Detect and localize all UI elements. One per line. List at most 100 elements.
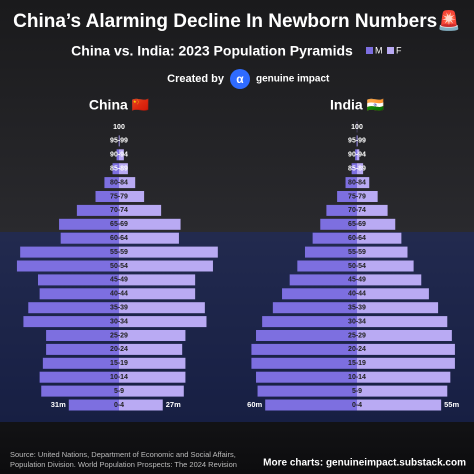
logo-mark: α xyxy=(236,72,244,86)
bar xyxy=(68,399,119,411)
bar xyxy=(357,218,396,230)
legend-label: M xyxy=(375,45,383,55)
bar xyxy=(20,246,119,258)
bar xyxy=(357,204,388,216)
value-label: 60m xyxy=(247,400,262,409)
age-label: 70-74 xyxy=(348,207,366,214)
bar xyxy=(357,232,402,244)
bar xyxy=(357,163,364,175)
age-label: 45-49 xyxy=(348,277,366,284)
bar xyxy=(357,385,448,397)
bar xyxy=(357,177,370,189)
age-label: 20-24 xyxy=(348,346,366,353)
age-label: 70-74 xyxy=(110,207,128,214)
bar xyxy=(104,177,119,189)
age-label: 15-19 xyxy=(110,360,128,367)
age-label: 30-34 xyxy=(348,318,366,325)
age-label: 35-39 xyxy=(348,305,366,312)
bar xyxy=(119,385,184,397)
age-label: 45-49 xyxy=(110,277,128,284)
bar xyxy=(119,218,181,230)
bar xyxy=(357,343,455,355)
bar xyxy=(326,204,357,216)
age-label: 40-44 xyxy=(348,291,366,298)
bar xyxy=(119,316,207,328)
bar xyxy=(337,191,357,202)
age-label: 25-29 xyxy=(348,332,366,339)
bar xyxy=(357,149,360,161)
age-label: 85-89 xyxy=(110,166,128,173)
legend-swatch xyxy=(366,47,373,54)
value-label: 55m xyxy=(444,400,459,409)
legend-label: F xyxy=(396,45,402,55)
bar xyxy=(39,288,120,300)
age-label: 10-14 xyxy=(348,374,366,381)
bar xyxy=(59,218,119,230)
bar xyxy=(357,246,408,258)
bar xyxy=(351,163,357,175)
bar xyxy=(16,260,119,272)
bar xyxy=(42,357,119,369)
more-charts: More charts: genuineimpact.substack.com xyxy=(263,458,466,469)
bar xyxy=(119,204,162,216)
age-label: 55-59 xyxy=(110,249,128,256)
bar xyxy=(357,191,378,202)
bar xyxy=(60,232,119,244)
bar xyxy=(320,218,357,230)
bar xyxy=(345,177,357,189)
age-label: 80-84 xyxy=(110,179,128,186)
bar xyxy=(119,232,179,244)
bar xyxy=(297,260,357,272)
age-label: 80-84 xyxy=(348,179,366,186)
age-label: 5-9 xyxy=(352,388,362,395)
bar xyxy=(289,274,357,286)
bar xyxy=(119,357,186,369)
bar xyxy=(39,371,120,383)
bar xyxy=(257,385,357,397)
bar xyxy=(119,343,183,355)
bar xyxy=(119,274,196,286)
age-label: 75-79 xyxy=(348,193,366,200)
bar xyxy=(119,371,186,383)
bar xyxy=(119,330,186,341)
bar xyxy=(357,330,452,341)
bar xyxy=(116,149,119,161)
bar xyxy=(251,357,357,369)
age-label: 65-69 xyxy=(348,221,366,228)
created-by: Created by xyxy=(167,73,225,85)
age-label: 100 xyxy=(351,124,363,131)
bar xyxy=(357,135,358,147)
bar xyxy=(38,274,119,286)
bar xyxy=(119,302,205,314)
bar xyxy=(119,177,136,189)
age-label: 0-4 xyxy=(352,402,362,409)
bar xyxy=(312,232,357,244)
age-label: 100 xyxy=(113,124,125,131)
age-label: 40-44 xyxy=(110,291,128,298)
age-label: 60-64 xyxy=(348,235,366,242)
bar xyxy=(304,246,357,258)
age-label: 0-4 xyxy=(114,402,124,409)
subtitle: China vs. India: 2023 Population Pyramid… xyxy=(71,43,353,59)
bar xyxy=(357,399,442,411)
bar xyxy=(355,149,357,161)
legend-swatch xyxy=(387,47,394,54)
bar xyxy=(23,316,120,328)
bar xyxy=(28,302,120,314)
logo xyxy=(230,69,250,89)
bar xyxy=(272,302,357,314)
age-label: 75-79 xyxy=(110,193,128,200)
title: China’s Alarming Decline In Newborn Numb… xyxy=(13,9,461,32)
value-label: 31m xyxy=(51,400,66,409)
bar xyxy=(119,288,196,300)
age-label: 60-64 xyxy=(110,235,128,242)
bar xyxy=(357,260,414,272)
age-label: 20-24 xyxy=(110,346,128,353)
bar xyxy=(119,399,163,411)
age-label: 5-9 xyxy=(114,388,124,395)
bar xyxy=(119,260,213,272)
bar xyxy=(41,385,119,397)
bar xyxy=(46,330,119,341)
